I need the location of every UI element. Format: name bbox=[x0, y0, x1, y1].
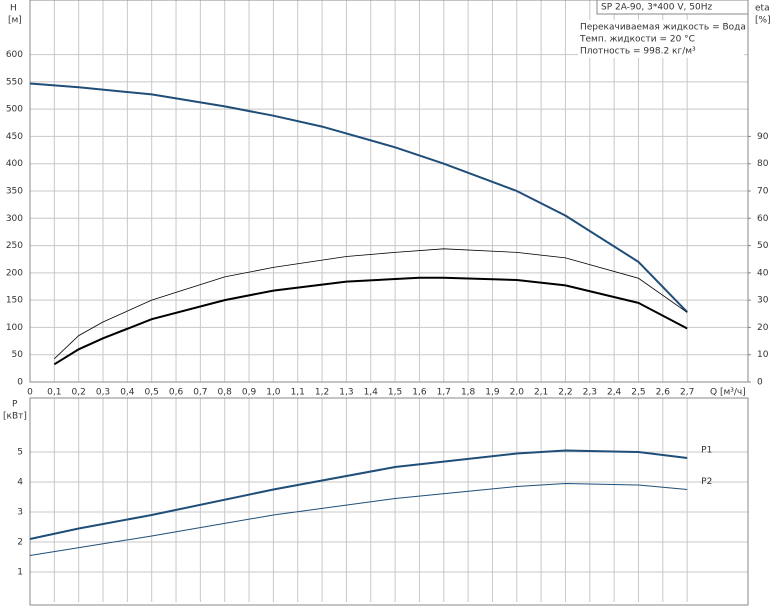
y-tick-label: 5 bbox=[17, 448, 23, 458]
series-label: P1 bbox=[701, 446, 712, 456]
y-tick-label: 400 bbox=[6, 159, 23, 169]
y2-tick-label: 80 bbox=[757, 159, 769, 169]
annotation: Перекачиваемая жидкость = Вода bbox=[580, 23, 746, 33]
y-tick-label: 3 bbox=[17, 508, 23, 518]
annotation: Плотность = 998.2 кг/м³ bbox=[580, 47, 696, 57]
series-line bbox=[54, 248, 688, 360]
x-tick-label: 1,4 bbox=[364, 388, 379, 398]
x-label: Q [м³/ч] bbox=[710, 388, 746, 398]
y-tick-label: 100 bbox=[6, 323, 23, 333]
y-tick-label: 550 bbox=[6, 77, 23, 87]
x-tick-label: 2,5 bbox=[631, 388, 645, 398]
y-tick-label: 250 bbox=[6, 241, 23, 251]
y2-tick-label: 70 bbox=[757, 187, 769, 197]
x-tick-label: 1,5 bbox=[388, 388, 402, 398]
x-tick-label: 0,8 bbox=[218, 388, 233, 398]
y2-tick-label: 10 bbox=[757, 350, 769, 360]
series-label: P2 bbox=[701, 477, 712, 487]
x-tick-label: 1,1 bbox=[291, 388, 305, 398]
y-unit: [кВт] bbox=[3, 412, 27, 422]
y-tick-label: 0 bbox=[17, 378, 23, 388]
annotation: Темп. жидкости = 20 °C bbox=[579, 35, 695, 45]
y2-tick-label: 0 bbox=[757, 378, 763, 388]
y-tick-label: 350 bbox=[6, 187, 23, 197]
x-tick-label: 2,2 bbox=[558, 388, 572, 398]
x-tick-label: 2,6 bbox=[656, 388, 671, 398]
x-tick-label: 0,7 bbox=[193, 388, 207, 398]
x-tick-label: 2,3 bbox=[583, 388, 597, 398]
series-line bbox=[29, 449, 688, 540]
y-label: P bbox=[12, 400, 18, 410]
x-tick-label: 0,6 bbox=[169, 388, 184, 398]
y2-tick-label: 30 bbox=[757, 296, 769, 306]
x-tick-label: 2,0 bbox=[510, 388, 525, 398]
x-tick-label: 0,4 bbox=[120, 388, 135, 398]
x-tick-label: 1,9 bbox=[485, 388, 500, 398]
y-tick-label: 2 bbox=[17, 538, 23, 548]
y2-tick-label: 60 bbox=[757, 214, 769, 224]
y-tick-label: 150 bbox=[6, 296, 23, 306]
y2-tick-label: 40 bbox=[757, 268, 769, 278]
y2-tick-label: 20 bbox=[757, 323, 769, 333]
x-tick-label: 0,5 bbox=[145, 388, 159, 398]
x-tick-label: 1,6 bbox=[412, 388, 427, 398]
y-tick-label: 50 bbox=[12, 350, 24, 360]
y-tick-label: 1 bbox=[17, 568, 23, 578]
y2-label: eta bbox=[755, 4, 770, 14]
title-box bbox=[596, 0, 749, 15]
y-tick-label: 300 bbox=[6, 214, 23, 224]
x-tick-label: 0 bbox=[27, 388, 33, 398]
chart-title: SP 2A-90, 3*400 V, 50Hz bbox=[601, 3, 712, 13]
legend-box bbox=[578, 20, 744, 58]
y-tick-label: 4 bbox=[17, 478, 23, 488]
x-tick-label: 1,2 bbox=[315, 388, 329, 398]
y-unit: [м] bbox=[8, 16, 22, 26]
y-tick-label: 200 bbox=[6, 268, 23, 278]
x-tick-label: 1,0 bbox=[266, 388, 281, 398]
x-tick-label: 1,3 bbox=[339, 388, 353, 398]
y-tick-label: 500 bbox=[6, 105, 23, 115]
x-tick-label: 2,1 bbox=[534, 388, 548, 398]
x-tick-label: 2,4 bbox=[607, 388, 622, 398]
series-line bbox=[29, 482, 688, 556]
y2-tick-label: 50 bbox=[757, 241, 769, 251]
x-tick-label: 1,7 bbox=[437, 388, 451, 398]
x-tick-label: 2,7 bbox=[680, 388, 694, 398]
plot-frame bbox=[29, 397, 749, 606]
x-tick-label: 0,2 bbox=[72, 388, 86, 398]
y2-tick-label: 90 bbox=[757, 132, 769, 142]
y2-unit: [%] bbox=[755, 16, 771, 26]
series-line bbox=[29, 82, 688, 313]
y-tick-label: 600 bbox=[6, 50, 23, 60]
x-tick-label: 1,8 bbox=[461, 388, 476, 398]
series-line bbox=[53, 276, 688, 366]
x-tick-label: 0,9 bbox=[242, 388, 257, 398]
x-tick-label: 0,1 bbox=[47, 388, 61, 398]
y-label: H bbox=[10, 4, 17, 14]
x-tick-label: 0,3 bbox=[96, 388, 110, 398]
y-tick-label: 450 bbox=[6, 132, 23, 142]
